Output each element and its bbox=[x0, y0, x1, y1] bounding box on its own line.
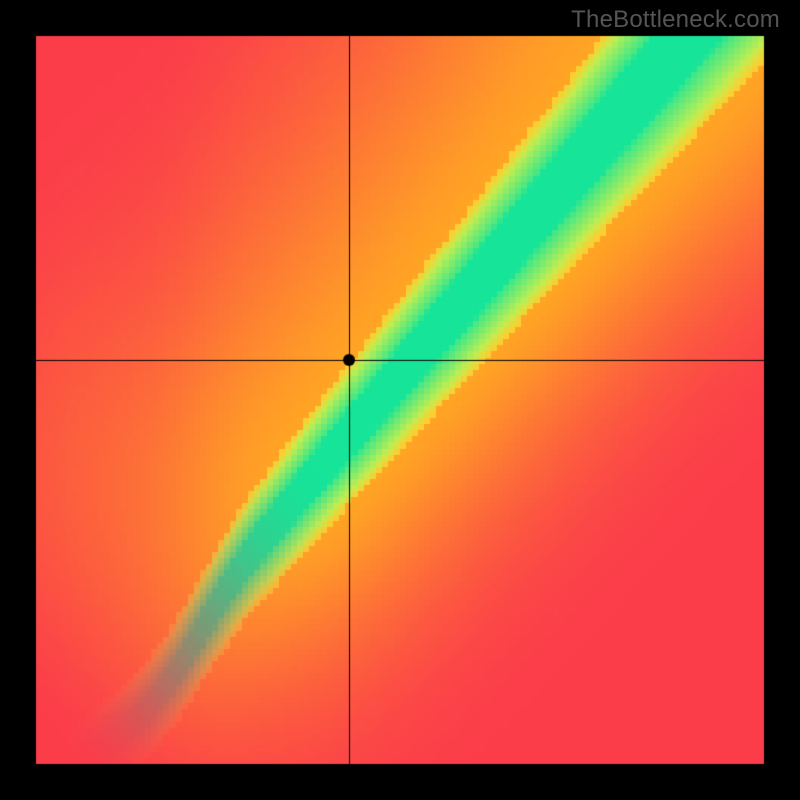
bottleneck-heatmap bbox=[0, 0, 800, 800]
watermark-text: TheBottleneck.com bbox=[571, 6, 780, 34]
chart-container: TheBottleneck.com bbox=[0, 0, 800, 800]
